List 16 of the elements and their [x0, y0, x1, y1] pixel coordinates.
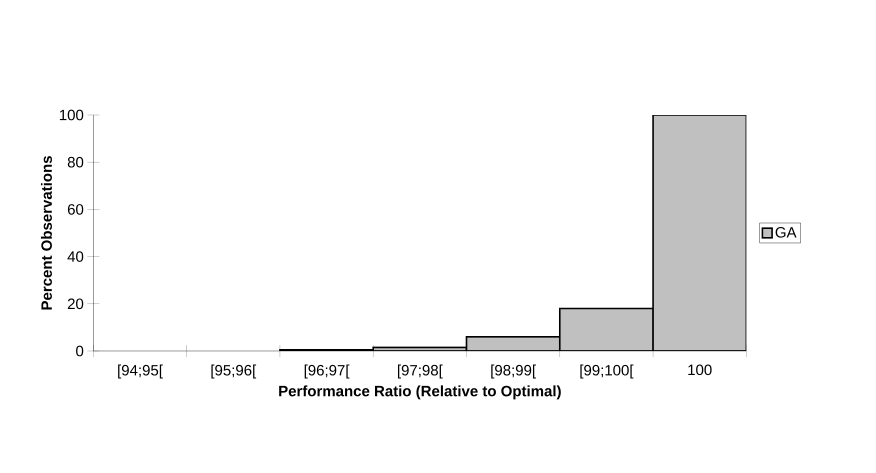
x-axis-title: Performance Ratio (Relative to Optimal) — [279, 385, 561, 400]
y-tick-label: 40 — [67, 251, 84, 262]
x-tick-label: [97;98[ — [398, 364, 443, 378]
x-tick-label: [95;96[ — [211, 364, 256, 378]
x-tick-label: 100 — [688, 364, 712, 376]
y-axis-title: Percent Observations — [40, 156, 52, 310]
x-tick-label: [99;100[ — [580, 364, 634, 378]
y-tick-label: 20 — [68, 298, 84, 310]
x-tick-label: [98;99[ — [491, 364, 536, 378]
y-tick-label: 80 — [68, 156, 84, 168]
y-tick-label: 100 — [60, 110, 84, 120]
x-tick-label: [96;97[ — [304, 364, 350, 378]
x-tick-label: [94;95[ — [118, 364, 163, 378]
y-tick-label: 60 — [68, 204, 84, 215]
y-tick-label: 0 — [76, 346, 84, 356]
legend-label: GA — [776, 226, 797, 238]
